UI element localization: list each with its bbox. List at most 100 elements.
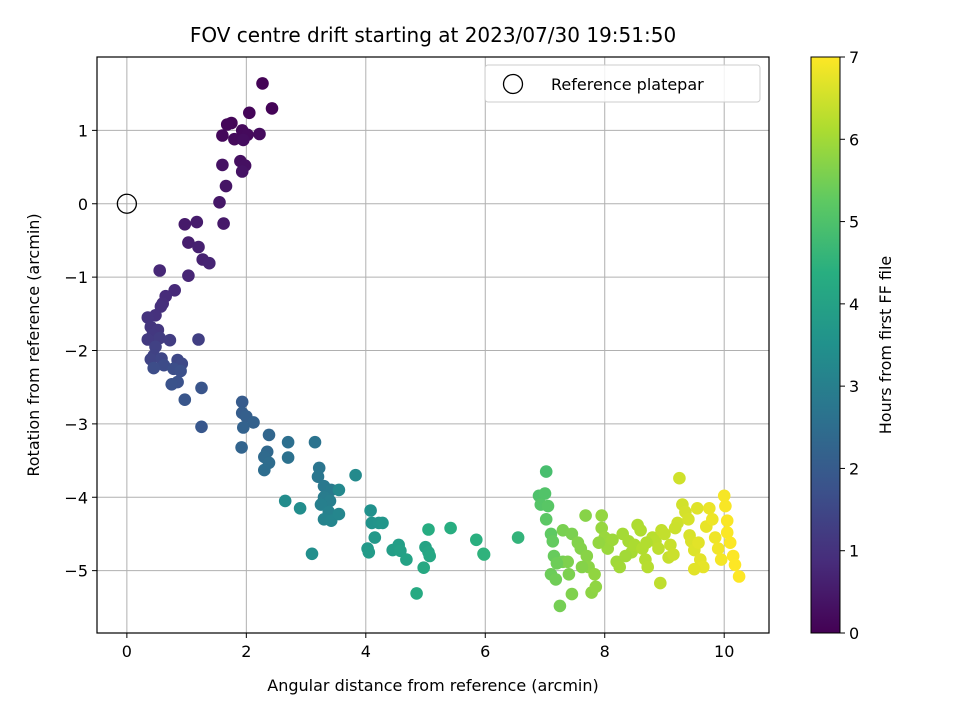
data-point (580, 549, 594, 563)
data-point (613, 560, 626, 574)
data-point (190, 215, 204, 229)
data-point (281, 451, 295, 464)
data-point (278, 494, 292, 508)
data-point (293, 502, 307, 515)
plot-frame (96, 56, 770, 634)
data-point (423, 549, 437, 563)
data-point (400, 553, 413, 566)
data-point (546, 535, 560, 548)
data-point (174, 364, 187, 378)
data-point (165, 378, 178, 391)
data-point (219, 179, 233, 193)
colorbar-tick-label: 2 (849, 459, 859, 478)
data-point (349, 468, 362, 482)
y-tick-label: −1 (64, 268, 88, 287)
y-tick-label: 1 (78, 121, 88, 140)
x-axis-label: Angular distance from reference (arcmin) (267, 676, 598, 695)
colorbar-tick-label: 6 (849, 130, 859, 149)
y-tick-label: −5 (64, 562, 88, 581)
x-tick-label: 2 (241, 642, 251, 661)
data-point (634, 524, 647, 537)
data-point (195, 420, 208, 434)
data-point (217, 217, 230, 230)
data-point (235, 441, 248, 454)
legend-box (484, 64, 761, 103)
data-point (168, 284, 181, 297)
colorbar-bar (810, 56, 841, 634)
colorbar-label: Hours from first FF file (876, 256, 895, 435)
data-point (719, 499, 732, 513)
data-point (595, 509, 608, 522)
colorbar: 0 1 2 3 4 5 6 7 Hours from first FF file (810, 48, 895, 643)
y-tick-label: −2 (64, 342, 88, 361)
data-point (332, 507, 346, 521)
data-point (619, 549, 632, 563)
data-point (711, 542, 725, 555)
data-point (444, 521, 457, 535)
data-point (692, 536, 705, 549)
data-point (541, 499, 555, 513)
data-point (364, 504, 377, 517)
data-point (589, 580, 603, 594)
data-point (253, 127, 266, 141)
data-point (410, 587, 423, 600)
data-point (640, 536, 653, 549)
x-tick-label: 4 (361, 642, 371, 661)
data-point (691, 502, 704, 515)
data-point (732, 570, 746, 583)
data-point (141, 311, 155, 324)
data-point (182, 236, 195, 249)
data-point (376, 516, 389, 530)
data-point (213, 196, 226, 209)
data-point (550, 557, 564, 570)
data-point (592, 536, 606, 549)
data-point (579, 509, 592, 522)
data-point (281, 435, 295, 449)
y-axis-label: Rotation from reference (arcmin) (24, 213, 43, 476)
legend-reference-marker-icon (502, 73, 524, 95)
data-point (394, 544, 407, 558)
data-point (422, 523, 435, 536)
data-point (256, 77, 269, 90)
data-point (417, 561, 431, 574)
data-point (203, 256, 216, 270)
data-point (247, 416, 260, 429)
data-point (673, 471, 686, 485)
data-point (549, 573, 563, 586)
data-point (703, 502, 716, 515)
data-point (714, 553, 728, 566)
data-point (588, 568, 601, 581)
data-point (539, 465, 553, 478)
data-point (368, 531, 382, 544)
y-axis-ticks: 1 0 −1 −2 −3 −4 −5 (64, 121, 97, 581)
data-point (575, 560, 589, 574)
data-point (667, 548, 680, 561)
data-point (235, 395, 249, 409)
data-point (720, 526, 734, 539)
data-point (668, 521, 682, 535)
data-point (565, 527, 579, 541)
data-point (606, 533, 619, 547)
data-point (311, 470, 325, 484)
data-point (470, 533, 483, 547)
chart-title: FOV centre drift starting at 2023/07/30 … (190, 23, 676, 47)
x-axis-ticks: 0 2 4 6 8 10 (122, 633, 734, 661)
x-tick-label: 6 (480, 642, 490, 661)
data-point (243, 106, 256, 120)
data-point (362, 546, 376, 559)
data-point (706, 513, 719, 526)
data-point (308, 435, 322, 449)
data-point (305, 547, 319, 561)
data-point (539, 513, 553, 526)
x-tick-label: 0 (122, 642, 132, 661)
scatter-points (116, 77, 746, 613)
colorbar-tick-label: 4 (849, 295, 859, 314)
data-point (153, 264, 166, 277)
data-point (265, 102, 279, 115)
colorbar-ticks: 0 1 2 3 4 5 6 7 (840, 48, 859, 643)
data-point (654, 576, 667, 590)
data-point (562, 568, 576, 581)
data-point (682, 513, 695, 526)
data-point (477, 548, 491, 561)
